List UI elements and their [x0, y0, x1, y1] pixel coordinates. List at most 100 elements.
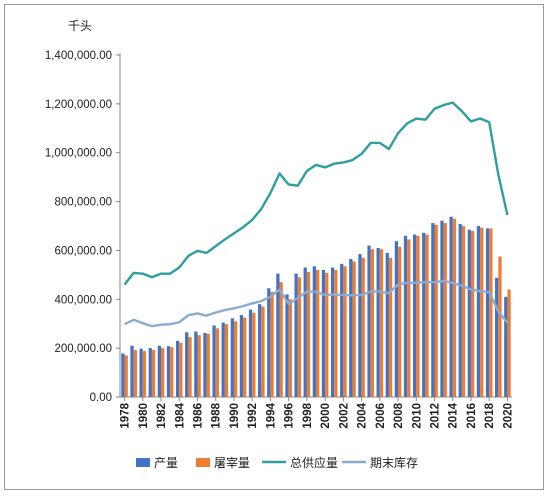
x-tick-label: 2014: [448, 402, 460, 428]
x-tick-label: 1992: [247, 403, 259, 429]
bar-slaughter: [197, 335, 201, 397]
bar-production: [194, 331, 198, 397]
bar-production: [504, 296, 508, 397]
x-tick-label: 2012: [430, 403, 442, 429]
bar-slaughter: [325, 272, 329, 397]
bar-slaughter: [297, 277, 302, 397]
bar-slaughter: [151, 349, 156, 397]
x-tick-label: 1978: [120, 402, 132, 428]
bar-slaughter: [470, 230, 475, 397]
chart-frame: [4, 4, 544, 490]
bar-production: [413, 234, 417, 397]
x-tick-label: 1998: [302, 402, 314, 428]
y-tick-label: 0.00: [90, 392, 112, 404]
bar-production: [139, 348, 143, 397]
y-tick-label: 1,000,000.00: [45, 148, 112, 160]
bar-slaughter: [388, 257, 393, 397]
x-tick-label: 1984: [174, 402, 186, 428]
bar-slaughter: [261, 306, 265, 397]
bar-production: [294, 273, 298, 397]
unit-label: 千头: [68, 19, 92, 33]
bar-slaughter: [124, 355, 128, 397]
bar-slaughter: [279, 282, 283, 397]
x-tick-label: 1980: [138, 403, 150, 429]
bar-slaughter: [434, 224, 438, 397]
bar-slaughter: [306, 271, 311, 397]
legend-label: 屠宰量: [214, 455, 250, 470]
y-tick-label: 400,000.00: [54, 294, 112, 306]
bar-production: [248, 309, 253, 397]
x-tick-label: 1988: [211, 402, 223, 428]
bar-production: [394, 241, 399, 397]
legend-label: 期末库存: [370, 455, 418, 470]
bar-production: [221, 322, 225, 397]
x-tick-label: 2002: [338, 403, 350, 429]
x-tick-label: 1996: [284, 403, 296, 429]
x-tick-label: 2004: [357, 402, 369, 428]
legend-label: 产量: [154, 456, 178, 470]
bar-production: [185, 332, 189, 397]
bar-slaughter: [416, 235, 420, 397]
bar-slaughter: [507, 289, 511, 397]
bar-production: [358, 254, 362, 397]
bar-slaughter: [206, 333, 210, 397]
series-line-total-supply: [123, 101, 509, 286]
bar-slaughter: [270, 291, 274, 397]
bar-production: [303, 267, 307, 397]
x-tick-label: 1982: [156, 403, 168, 429]
bar-slaughter: [161, 348, 165, 397]
y-tick-label: 800,000.00: [54, 197, 112, 209]
bar-slaughter: [480, 227, 484, 397]
x-tick-label: 2006: [375, 403, 387, 429]
bar-production: [203, 333, 207, 397]
bar-production: [458, 224, 462, 397]
legend-swatch: [136, 458, 150, 467]
bar-slaughter: [398, 246, 402, 397]
bar-production: [276, 273, 280, 397]
bar-production: [312, 266, 316, 397]
y-tick-label: 1,400,000.00: [45, 50, 112, 62]
bar-slaughter: [133, 350, 137, 397]
bar-slaughter: [142, 351, 147, 397]
bar-production: [285, 294, 289, 397]
bar-production: [166, 346, 171, 397]
bar-slaughter: [361, 257, 365, 397]
bar-production: [321, 269, 326, 397]
bar-slaughter: [224, 324, 229, 397]
bar-slaughter: [334, 269, 338, 397]
bar-production: [230, 318, 234, 397]
bar-slaughter: [452, 218, 457, 397]
bar-production: [239, 314, 244, 397]
x-tick-label: 2018: [484, 402, 496, 428]
bar-slaughter: [461, 226, 466, 397]
bar-production: [121, 353, 125, 397]
x-tick-label: 1986: [192, 403, 204, 429]
bar-slaughter: [498, 256, 502, 397]
y-tick-label: 200,000.00: [54, 343, 112, 355]
bar-production: [130, 345, 134, 397]
bar-slaughter: [489, 228, 493, 397]
bar-production: [495, 277, 499, 397]
bar-production: [330, 267, 335, 397]
bar-slaughter: [252, 312, 256, 397]
bar-production: [376, 247, 380, 397]
bar-slaughter: [243, 317, 247, 397]
bar-slaughter: [343, 266, 347, 397]
x-tick-label: 1990: [229, 403, 241, 429]
bar-production: [367, 245, 371, 397]
bar-production: [175, 340, 180, 397]
bar-slaughter: [188, 337, 192, 397]
bar-slaughter: [288, 299, 292, 397]
bar-production: [485, 228, 490, 397]
y-tick-label: 600,000.00: [54, 245, 112, 257]
bar-slaughter: [170, 347, 174, 397]
x-tick-label: 2016: [466, 403, 478, 429]
bar-slaughter: [379, 249, 384, 397]
x-tick-label: 2000: [320, 403, 332, 429]
bar-production: [349, 258, 353, 397]
bar-slaughter: [425, 234, 429, 397]
legend-label: 总供应量: [290, 455, 338, 470]
x-tick-label: 2020: [502, 403, 514, 429]
bar-production: [258, 304, 262, 397]
